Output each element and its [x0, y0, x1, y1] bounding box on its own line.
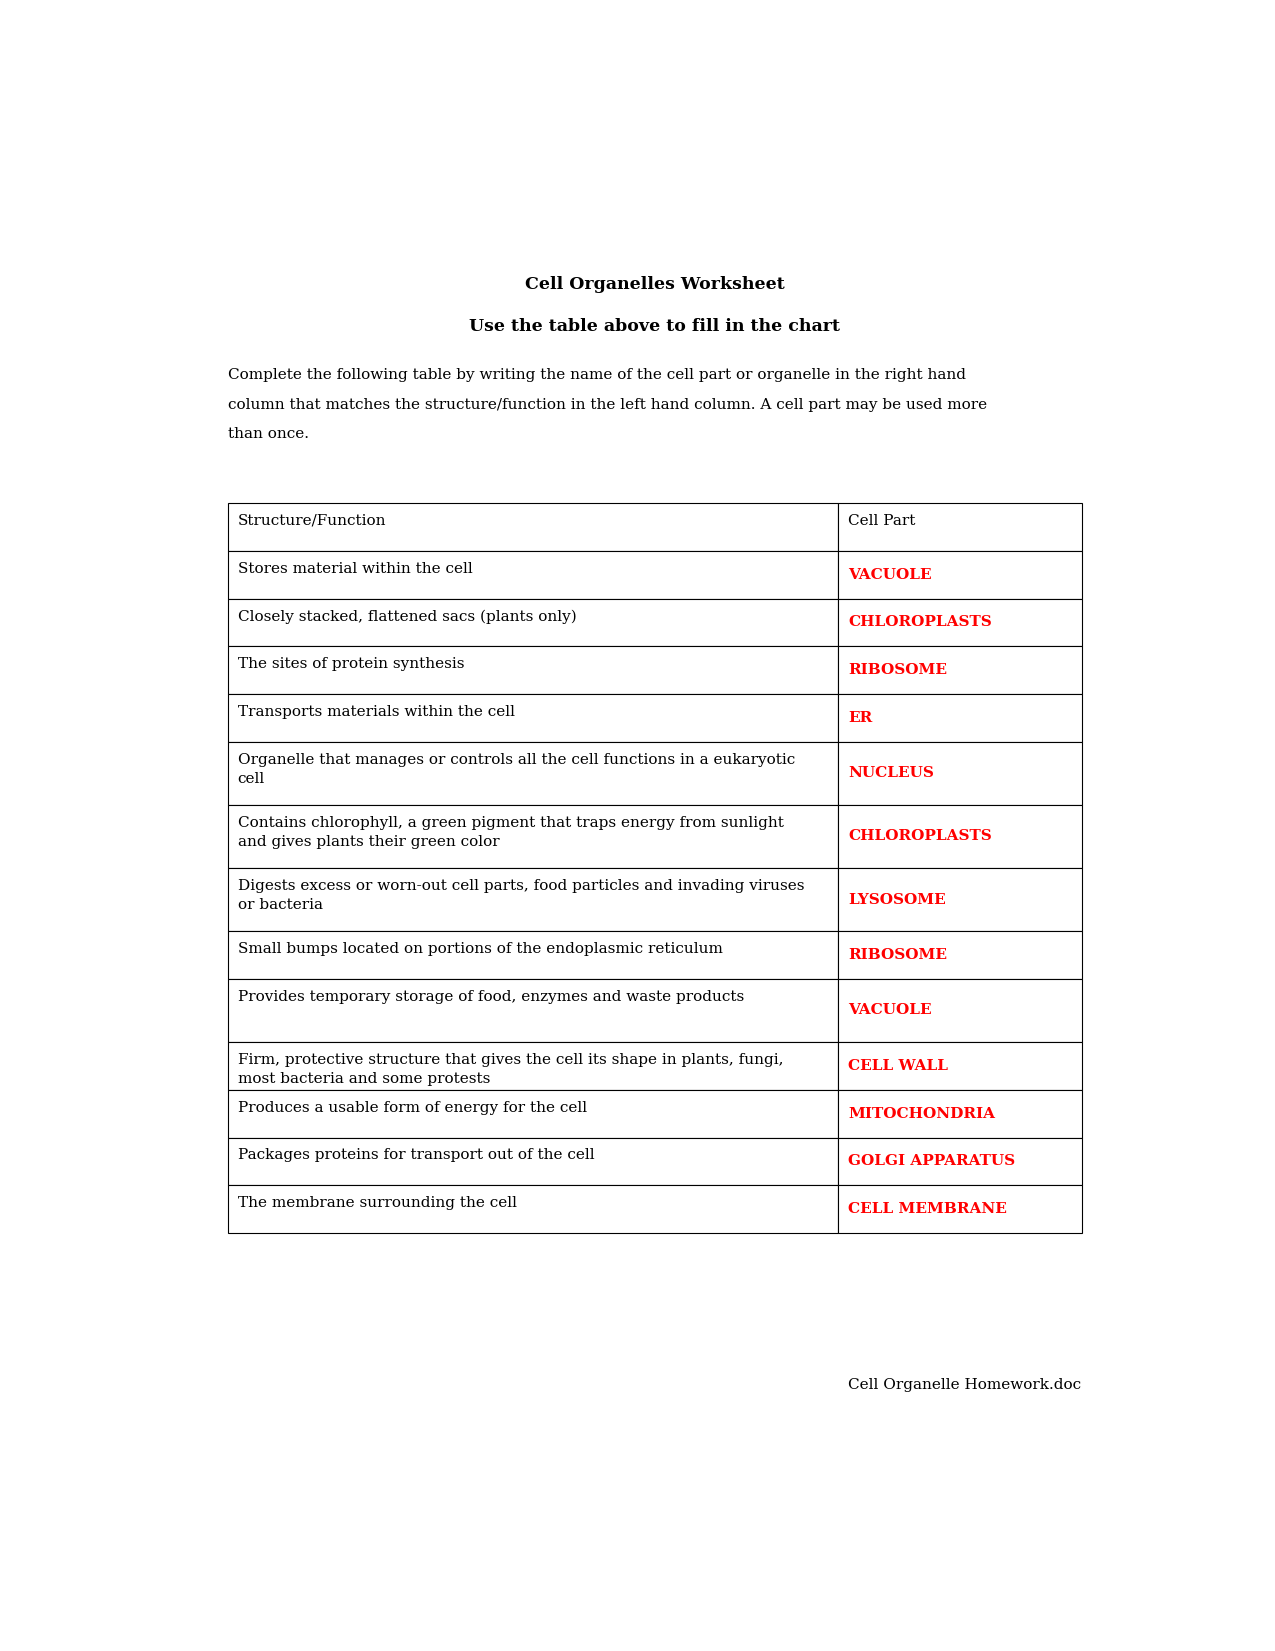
Bar — [838, 1090, 1081, 1138]
Text: Organelle that manages or controls all the cell functions in a eukaryotic
cell: Organelle that manages or controls all t… — [237, 753, 794, 786]
Bar — [227, 741, 838, 806]
Text: RIBOSOME: RIBOSOME — [848, 664, 947, 677]
Text: Closely stacked, flattened sacs (plants only): Closely stacked, flattened sacs (plants … — [237, 609, 576, 624]
Text: Provides temporary storage of food, enzymes and waste products: Provides temporary storage of food, enzy… — [237, 989, 743, 1004]
Text: VACUOLE: VACUOLE — [848, 1004, 932, 1017]
Text: Small bumps located on portions of the endoplasmic reticulum: Small bumps located on portions of the e… — [237, 943, 723, 956]
Text: Packages proteins for transport out of the cell: Packages proteins for transport out of t… — [237, 1149, 594, 1162]
Bar — [838, 551, 1081, 599]
Bar — [838, 646, 1081, 693]
Text: MITOCHONDRIA: MITOCHONDRIA — [848, 1106, 996, 1121]
Bar — [227, 1090, 838, 1138]
Text: CHLOROPLASTS: CHLOROPLASTS — [848, 829, 992, 844]
Text: CELL WALL: CELL WALL — [848, 1058, 949, 1073]
Bar — [227, 931, 838, 979]
Bar — [838, 979, 1081, 1042]
Bar — [227, 1042, 838, 1090]
Bar — [227, 1138, 838, 1185]
Text: LYSOSOME: LYSOSOME — [848, 893, 946, 906]
Text: Cell Organelles Worksheet: Cell Organelles Worksheet — [525, 276, 784, 292]
Bar — [227, 868, 838, 931]
Bar — [838, 693, 1081, 741]
Text: Cell Part: Cell Part — [848, 513, 915, 528]
Bar — [227, 551, 838, 599]
Bar — [838, 806, 1081, 868]
Text: Digests excess or worn-out cell parts, food particles and invading viruses
or ba: Digests excess or worn-out cell parts, f… — [237, 878, 805, 913]
Text: Contains chlorophyll, a green pigment that traps energy from sunlight
and gives : Contains chlorophyll, a green pigment th… — [237, 816, 784, 849]
Bar — [838, 1185, 1081, 1233]
Text: Complete the following table by writing the name of the cell part or organelle i: Complete the following table by writing … — [227, 368, 965, 383]
Bar — [838, 504, 1081, 551]
Text: The sites of protein synthesis: The sites of protein synthesis — [237, 657, 464, 670]
Bar — [227, 1185, 838, 1233]
Bar — [227, 504, 838, 551]
Text: than once.: than once. — [227, 428, 309, 441]
Bar — [838, 1042, 1081, 1090]
Bar — [838, 1138, 1081, 1185]
Bar — [838, 599, 1081, 646]
Text: NUCLEUS: NUCLEUS — [848, 766, 935, 781]
Text: Cell Organelle Homework.doc: Cell Organelle Homework.doc — [848, 1379, 1081, 1392]
Text: GOLGI APPARATUS: GOLGI APPARATUS — [848, 1154, 1015, 1169]
Text: Use the table above to fill in the chart: Use the table above to fill in the chart — [469, 319, 840, 335]
Bar — [227, 693, 838, 741]
Text: Stores material within the cell: Stores material within the cell — [237, 561, 473, 576]
Bar — [227, 979, 838, 1042]
Bar — [227, 646, 838, 693]
Text: The membrane surrounding the cell: The membrane surrounding the cell — [237, 1195, 516, 1210]
Bar — [838, 931, 1081, 979]
Text: RIBOSOME: RIBOSOME — [848, 948, 947, 963]
Text: CHLOROPLASTS: CHLOROPLASTS — [848, 616, 992, 629]
Bar — [227, 806, 838, 868]
Text: Structure/Function: Structure/Function — [237, 513, 386, 528]
Bar — [838, 741, 1081, 806]
Bar — [227, 599, 838, 646]
Text: Produces a usable form of energy for the cell: Produces a usable form of energy for the… — [237, 1101, 586, 1114]
Text: VACUOLE: VACUOLE — [848, 568, 932, 581]
Bar — [838, 868, 1081, 931]
Text: CELL MEMBRANE: CELL MEMBRANE — [848, 1202, 1007, 1217]
Text: ER: ER — [848, 712, 872, 725]
Text: Transports materials within the cell: Transports materials within the cell — [237, 705, 515, 718]
Text: column that matches the structure/function in the left hand column. A cell part : column that matches the structure/functi… — [227, 398, 987, 411]
Text: Firm, protective structure that gives the cell its shape in plants, fungi,
most : Firm, protective structure that gives th… — [237, 1053, 783, 1086]
